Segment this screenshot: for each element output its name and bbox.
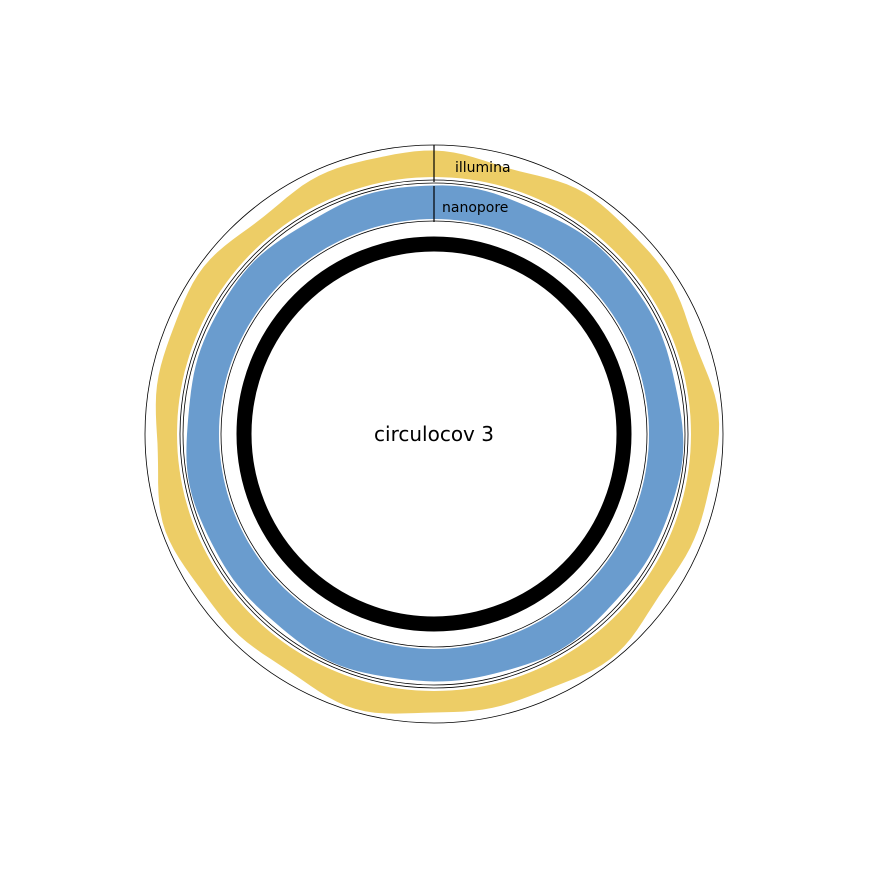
genome-backbone-ring: [236, 236, 632, 632]
nanopore-track-label: nanopore: [442, 200, 508, 216]
illumina-track-label: illumina: [455, 160, 511, 176]
nanopore-track-outer-border: [182, 182, 686, 686]
diagram-title: circulocov 3: [374, 422, 494, 446]
